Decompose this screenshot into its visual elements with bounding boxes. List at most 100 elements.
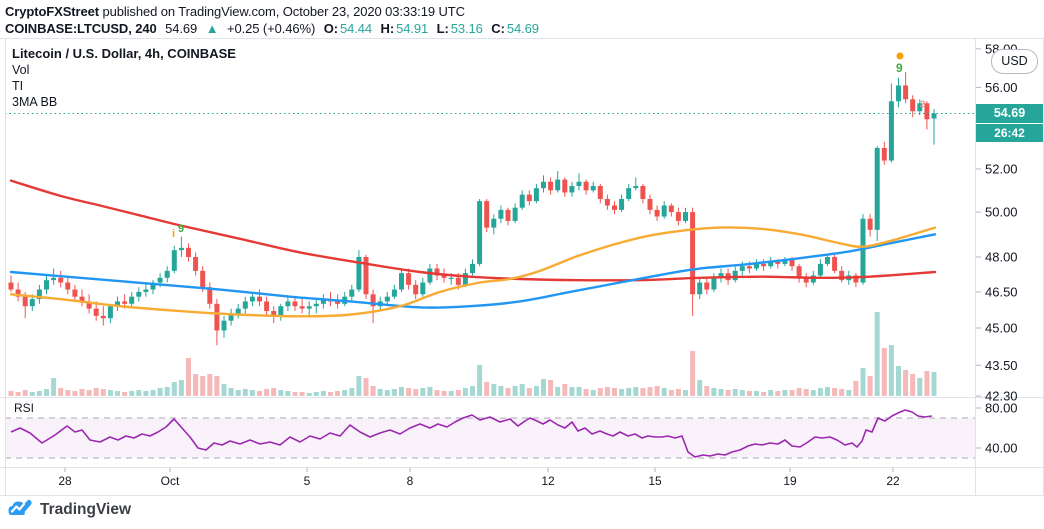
- price-axis-label: 50.00: [985, 205, 1018, 220]
- symbol-name[interactable]: COINBASE:LTCUSD, 240: [5, 21, 157, 36]
- candle-body: [604, 198, 610, 206]
- time-axis-label: 22: [886, 474, 900, 488]
- volume-bar: [370, 386, 376, 396]
- volume-bar: [697, 380, 703, 396]
- price-axis-label: 42.30: [985, 389, 1018, 404]
- candle-body: [817, 263, 823, 276]
- candle-body: [803, 277, 809, 283]
- ideas-count: 9: [896, 61, 903, 75]
- volume-bar: [491, 384, 497, 396]
- volume-bar: [626, 388, 632, 396]
- legend-symbol-title[interactable]: Litecoin / U.S. Dollar, 4h, COINBASE: [12, 46, 236, 61]
- volume-bar: [186, 358, 191, 396]
- volume-bar: [931, 372, 937, 396]
- volume-bar: [93, 388, 99, 396]
- volume-bar: [448, 391, 454, 396]
- volume-bar: [754, 391, 759, 396]
- volume-bar: [903, 370, 909, 396]
- volume-bar: [441, 391, 447, 396]
- candle-body: [555, 179, 561, 191]
- volume-bar: [704, 386, 710, 396]
- close-label: C:: [491, 21, 505, 36]
- candle-body: [470, 263, 475, 274]
- candle-body: [541, 181, 546, 189]
- legend-3ma-bb-indicator[interactable]: 3MA BB: [12, 95, 58, 109]
- volume-bar: [775, 391, 781, 396]
- volume-bar: [79, 389, 85, 396]
- open-label: O:: [323, 21, 338, 36]
- volume-bar: [569, 387, 575, 396]
- candle-body: [441, 275, 447, 278]
- candle-body: [739, 266, 745, 271]
- time-axis-label: 19: [783, 474, 797, 488]
- price-axis-label: 56.00: [985, 80, 1018, 95]
- candle-body: [491, 218, 497, 228]
- candle-body: [526, 194, 532, 202]
- low-label: L:: [436, 21, 449, 36]
- candle-body: [193, 257, 199, 271]
- legend-ti-indicator[interactable]: TI: [12, 79, 24, 93]
- volume-bar: [519, 384, 525, 396]
- currency-toggle-button[interactable]: USD: [991, 49, 1038, 74]
- candle-body: [931, 113, 937, 119]
- volume-bar: [604, 387, 610, 396]
- low-value: 53.16: [450, 21, 483, 36]
- volume-bar: [896, 366, 901, 396]
- volume-bar: [313, 392, 319, 396]
- high-value: 54.91: [396, 21, 429, 36]
- volume-bar: [143, 391, 149, 396]
- tradingview-brand-link[interactable]: TradingView: [8, 499, 131, 520]
- candle-body: [626, 188, 632, 199]
- candle-body: [171, 250, 177, 271]
- volume-bar: [257, 391, 262, 396]
- up-arrow-icon: ▲: [205, 21, 219, 36]
- candle-body: [242, 301, 248, 309]
- volume-bar: [888, 345, 894, 396]
- candle-body: [434, 268, 440, 276]
- price-axis-label: 52.00: [985, 161, 1018, 176]
- volume-bar: [264, 389, 270, 396]
- volume-bar: [462, 388, 468, 396]
- volume-bar: [335, 391, 341, 396]
- candle-body: [498, 209, 504, 219]
- volume-bar: [640, 388, 646, 396]
- candle-body: [867, 218, 873, 230]
- volume-bar: [505, 388, 511, 396]
- price-axis-label: 46.50: [985, 284, 1018, 299]
- candle-body: [44, 280, 49, 290]
- candle-body: [533, 188, 539, 202]
- time-axis-label: 15: [648, 474, 662, 488]
- time-axis-label: 12: [541, 474, 555, 488]
- legend-vol-indicator[interactable]: Vol: [12, 63, 30, 77]
- volume-bar: [803, 389, 809, 396]
- candle-body: [832, 257, 838, 271]
- tradingview-logo-icon: [8, 499, 32, 515]
- volume-bar: [29, 392, 35, 396]
- volume-bar: [455, 390, 461, 396]
- ideas-marker-icon: i: [172, 228, 175, 240]
- volume-bar: [377, 389, 383, 396]
- candle-body: [512, 207, 518, 221]
- candle-body: [207, 287, 213, 304]
- publisher-name: CryptoFXStreet: [5, 4, 99, 19]
- last-price: 54.69: [165, 21, 198, 36]
- volume-bar: [597, 388, 603, 396]
- candle-body: [292, 301, 298, 307]
- volume-bar: [690, 351, 696, 396]
- volume-bar: [647, 387, 653, 396]
- rsi-indicator-label[interactable]: RSI: [14, 401, 35, 415]
- time-axis-label: 8: [407, 474, 414, 488]
- candle-body: [356, 257, 362, 290]
- volume-bar: [477, 365, 483, 396]
- chart-legend: Litecoin / U.S. Dollar, 4h, COINBASE Vol…: [12, 45, 236, 110]
- candle-body: [29, 299, 35, 307]
- candle-body: [668, 205, 674, 213]
- volume-bar: [590, 390, 596, 396]
- volume-bar: [271, 388, 277, 396]
- candle-body: [768, 261, 774, 267]
- rsi-axis-label: 80.00: [985, 401, 1018, 416]
- candle-body: [129, 296, 135, 304]
- volume-bar: [732, 389, 738, 396]
